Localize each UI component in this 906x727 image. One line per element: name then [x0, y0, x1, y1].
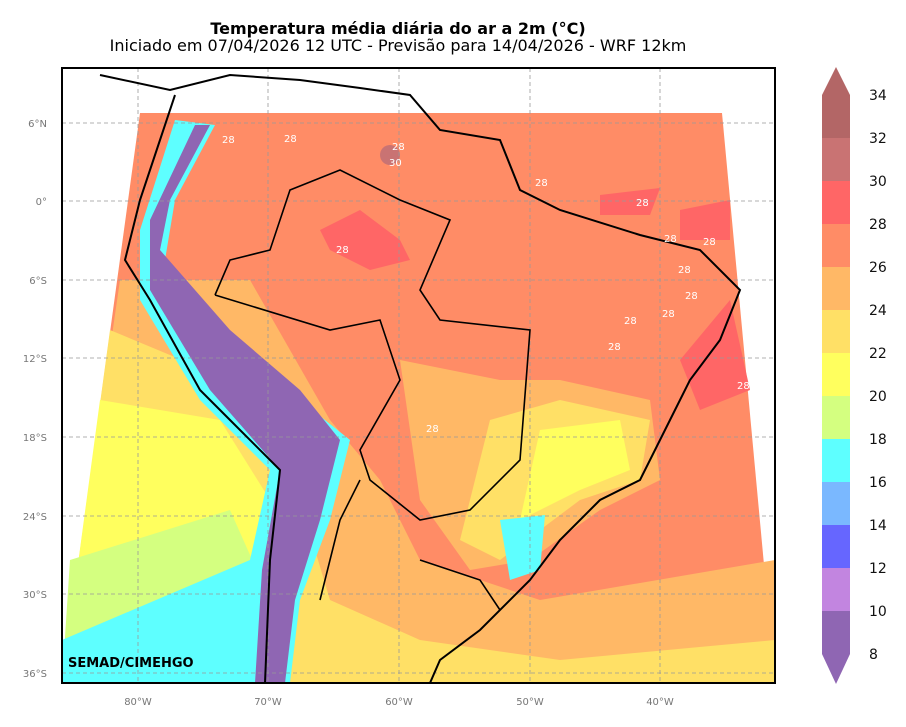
contour-label: 30	[389, 158, 402, 169]
contour-label: 28	[336, 245, 349, 256]
contour-label: 28	[392, 142, 405, 153]
colorbar-tick: 24	[869, 303, 887, 319]
map-frame	[61, 67, 776, 684]
contour-label: 28	[678, 265, 691, 276]
lat-tick: 6°S	[29, 276, 47, 287]
contour-label: 28	[737, 381, 750, 392]
map-subtitle: Iniciado em 07/04/2026 12 UTC - Previsão…	[109, 36, 687, 55]
colorbar-segment	[822, 224, 850, 267]
contour-label: 28	[664, 234, 677, 245]
colorbar-tick: 22	[869, 346, 887, 362]
lat-tick: 30°S	[23, 590, 47, 601]
map-title: Temperatura média diária do ar a 2m (°C)	[210, 19, 586, 38]
southeast-brazil-20	[520, 420, 630, 520]
colorbar-tick: 18	[869, 432, 887, 448]
colorbar-extend-min	[822, 654, 850, 684]
colorbar-segment	[822, 482, 850, 525]
lat-tick: 6°N	[28, 119, 47, 130]
lon-tick: 80°W	[124, 697, 152, 708]
lon-ticks: 80°W 70°W 60°W 50°W 40°W	[124, 697, 674, 708]
contour-label: 28	[624, 316, 637, 327]
lon-tick: 70°W	[254, 697, 282, 708]
colorbar-segment	[822, 181, 850, 224]
colorbar-segment	[822, 439, 850, 482]
credit-label: SEMAD/CIMEHGO	[68, 656, 194, 671]
contour-label: 28	[535, 178, 548, 189]
lat-tick: 18°S	[23, 433, 47, 444]
colorbar-tick: 12	[869, 561, 887, 577]
lon-tick: 60°W	[385, 697, 413, 708]
contour-label: 28	[636, 198, 649, 209]
hot-spot-roraima	[380, 145, 400, 165]
colorbar-segment	[822, 138, 850, 181]
contour-label: 28	[685, 291, 698, 302]
colorbar-segment	[822, 568, 850, 611]
colorbar-tick: 34	[869, 88, 887, 104]
colorbar-segment	[822, 525, 850, 568]
contour-label: 28	[426, 424, 439, 435]
band-16-18	[62, 560, 280, 683]
hot-spot-amazon	[320, 210, 410, 270]
colorbar-tick: 8	[869, 647, 878, 663]
colorbar-tick: 30	[869, 174, 887, 190]
colorbar: 34 32 30 28 26 24 22 20 18 16 14 12 10 8	[822, 67, 887, 684]
lat-tick: 24°S	[23, 512, 47, 523]
hot-spot-northeast	[600, 188, 660, 215]
colorbar-extend-max	[822, 67, 850, 95]
colorbar-segment	[822, 95, 850, 138]
contour-label: 28	[222, 135, 235, 146]
south-brazil-18	[500, 515, 545, 580]
colorbar-tick: 16	[869, 475, 887, 491]
andes-cold-core	[150, 125, 340, 683]
hot-spot-atlantic	[680, 200, 730, 240]
coastline	[99, 73, 742, 683]
hot-spot-coast	[680, 300, 750, 410]
colorbar-tick: 14	[869, 518, 887, 534]
contour-label: 28	[284, 134, 297, 145]
lat-ticks: 6°N 0° 6°S 12°S 18°S 24°S 30°S 36°S	[23, 119, 47, 680]
contour-label: 28	[703, 237, 716, 248]
colorbar-segment	[822, 310, 850, 353]
colorbar-tick: 20	[869, 389, 887, 405]
colorbar-tick: 32	[869, 131, 887, 147]
colorbar-tick: 28	[869, 217, 887, 233]
contour-label: 28	[662, 309, 675, 320]
colorbar-segment	[822, 353, 850, 396]
lat-tick: 36°S	[23, 669, 47, 680]
country-borders	[214, 169, 531, 611]
lon-tick: 50°W	[516, 697, 544, 708]
lon-tick: 40°W	[646, 697, 674, 708]
colorbar-segment	[822, 267, 850, 310]
colorbar-segment	[822, 611, 850, 654]
lat-tick: 12°S	[23, 354, 47, 365]
colorbar-tick: 10	[869, 604, 887, 620]
colorbar-tick: 26	[869, 260, 887, 276]
lat-tick: 0°	[36, 197, 47, 208]
contour-labels: 28 28 28 30 28 28 28 28 28 28 28 28 28 2…	[222, 134, 750, 435]
contour-label: 28	[608, 342, 621, 353]
colorbar-segment	[822, 396, 850, 439]
